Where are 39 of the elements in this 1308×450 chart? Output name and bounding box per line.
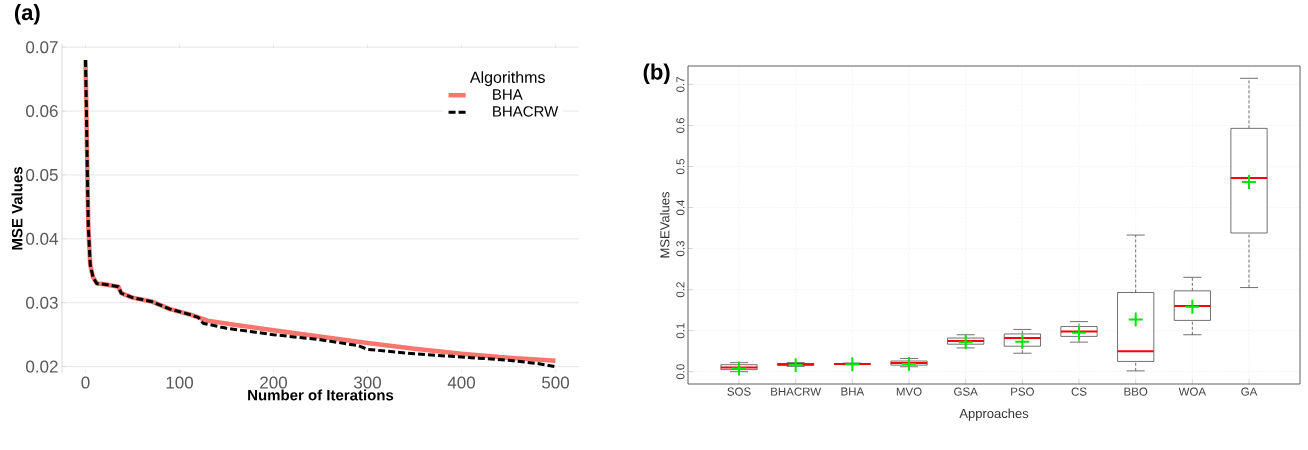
x-tick-label: 500 <box>541 376 570 389</box>
y-tick-label: 0.07 <box>26 41 58 54</box>
y-tick-label: 0.06 <box>26 105 58 118</box>
x-axis-title: Number of Iterations <box>248 389 394 401</box>
y-tick-label: 0.1 <box>676 323 685 339</box>
legend-label: BHACRW <box>493 106 559 117</box>
x-tick-label: 200 <box>260 376 288 389</box>
y-tick-label: 0.7 <box>676 77 685 92</box>
legend-title: Algorithms <box>469 71 545 87</box>
legend-label: BHA <box>493 89 523 100</box>
chart-title: (a) <box>14 4 40 25</box>
x-tick-label: GA <box>1241 387 1258 396</box>
x-tick-label: BHA <box>841 387 865 396</box>
y-tick-label: 0.4 <box>676 199 685 216</box>
x-tick-label: GSA <box>954 387 978 396</box>
y-tick-label: 0.3 <box>676 241 685 257</box>
y-tick-label: 0.04 <box>26 232 58 245</box>
y-tick-label: 0.02 <box>26 360 58 373</box>
y-tick-label: 0.03 <box>26 296 58 309</box>
x-tick-label: BBO <box>1124 387 1148 396</box>
x-tick-label: PSO <box>1011 387 1034 396</box>
x-tick-label: BHACRW <box>771 387 822 396</box>
y-tick-label: 0.0 <box>676 364 685 380</box>
x-tick-label: 400 <box>447 376 476 389</box>
y-tick-label: 0.2 <box>676 282 685 298</box>
y-tick-label: 0.05 <box>26 168 58 181</box>
y-tick-label: 0.6 <box>676 118 685 134</box>
y-axis-title: MSEValues <box>659 191 670 258</box>
chart-title: (b) <box>643 63 670 85</box>
x-tick-label: WOA <box>1178 387 1207 396</box>
x-tick-label: 100 <box>166 376 194 389</box>
y-axis-title: MSE Values <box>11 167 23 250</box>
x-tick-label: 300 <box>353 376 382 389</box>
x-axis-title: Approaches <box>959 408 1029 421</box>
x-tick-label: SOS <box>727 387 751 396</box>
x-tick-label: CS <box>1071 387 1087 396</box>
x-tick-label: MVO <box>896 387 922 396</box>
x-tick-label: 0 <box>81 376 90 389</box>
y-tick-label: 0.5 <box>676 159 685 175</box>
